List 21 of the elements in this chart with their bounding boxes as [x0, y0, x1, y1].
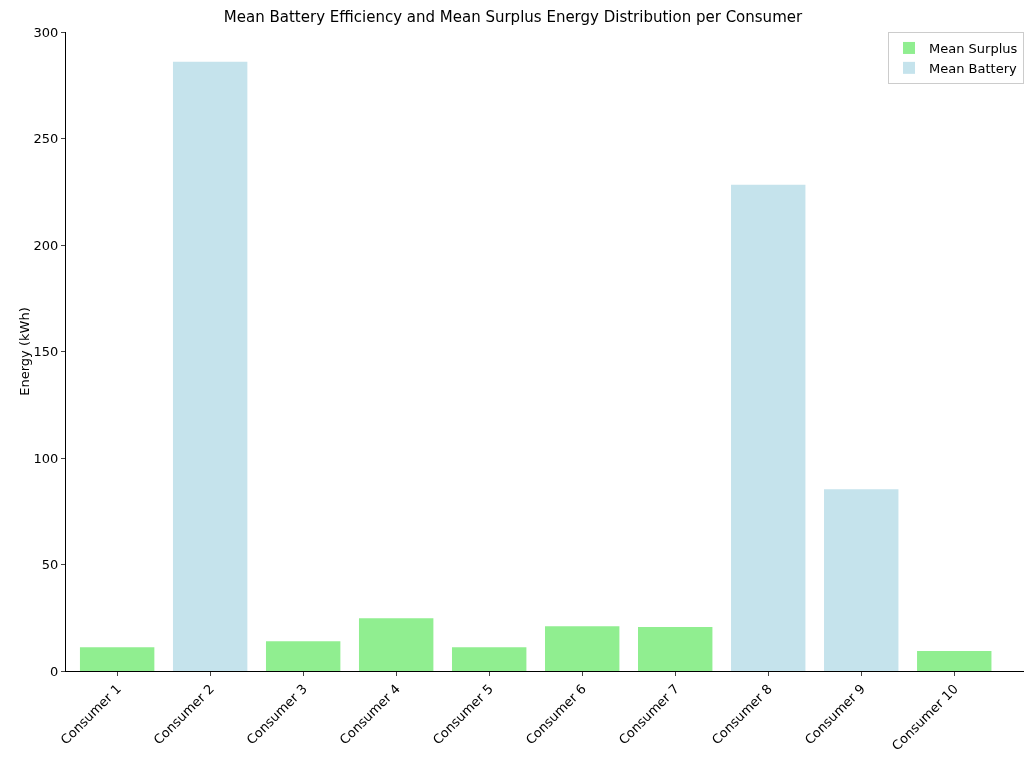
bar: [358, 618, 434, 671]
bar: [79, 647, 155, 671]
legend-label: Mean Surplus: [929, 41, 1018, 57]
y-tick-label: 200: [33, 237, 59, 253]
bar: [545, 626, 620, 671]
legend-label: Mean Battery: [929, 60, 1017, 76]
y-tick-label: 0: [50, 663, 59, 679]
y-tick-label: 300: [33, 24, 59, 40]
bar: [172, 61, 248, 671]
y-tick-label: 150: [33, 344, 59, 360]
chart-title: Mean Battery Efficiency and Mean Surplus Energy Distribution per Consumer: [223, 7, 803, 26]
bar: [451, 647, 527, 671]
bar: [638, 627, 713, 671]
bar: [917, 650, 992, 671]
bar: [265, 641, 341, 671]
bar: [731, 184, 806, 671]
bar: [824, 489, 899, 671]
y-tick-label: 50: [41, 557, 59, 573]
y-axis-title: Energy (kWh): [16, 307, 32, 396]
y-tick-label: 100: [33, 450, 59, 466]
y-tick-label: 250: [33, 131, 59, 147]
